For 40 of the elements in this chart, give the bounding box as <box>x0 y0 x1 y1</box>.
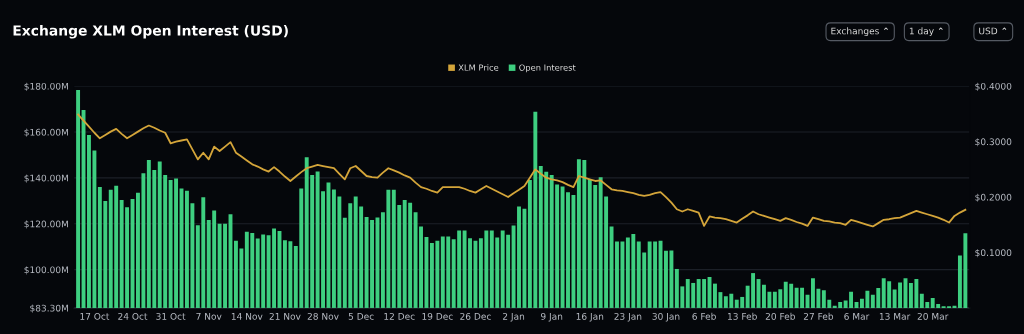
x-tick-label: 24 Oct <box>118 312 148 320</box>
y-tick-label: $180.00M <box>24 82 68 91</box>
y2-tick-label: $0.3000 <box>975 138 1012 147</box>
x-tick-label: 30 Jan <box>652 312 680 322</box>
x-tick-label: 13 Feb <box>728 312 757 320</box>
x-tick-label: 16 Jan <box>576 312 604 322</box>
x-tick-label: 20 Feb <box>765 312 795 320</box>
x-tick-label: 20 Mar <box>917 312 949 320</box>
x-tick-label: 31 Oct <box>156 312 186 320</box>
legend-label: Open Interest <box>519 64 576 73</box>
chart-title: Exchange XLM Open Interest (USD) <box>13 24 288 39</box>
x-tick-label: 9 Jan <box>540 312 563 322</box>
x-tick-label: 6 Mar <box>844 312 870 320</box>
legend-label: XLM Price <box>458 64 499 71</box>
y-tick-label: $160.00M <box>24 128 68 137</box>
x-tick-label: 6 Feb <box>692 312 716 320</box>
y-tick-label: $120.00M <box>24 220 68 229</box>
x-tick-label: 27 Feb <box>803 312 834 320</box>
y2-tick-label: $0.1000 <box>975 249 1012 258</box>
x-tick-label: 17 Oct <box>80 312 110 320</box>
line-series <box>77 113 967 228</box>
x-tick-label: 28 Nov <box>307 312 339 320</box>
y2-tick-label: $0.2000 <box>975 193 1012 202</box>
text: USD ⌃ <box>979 27 1007 35</box>
y2-tick-label: $0.4000 <box>975 82 1012 91</box>
x-tick-label: 5 Dec <box>348 313 374 320</box>
text: 1 day ⌃ <box>909 27 943 37</box>
x-tick-label: 2 Jan <box>502 312 525 322</box>
x-tick-label: 13 Mar <box>879 312 911 320</box>
text: Exchanges ⌃ <box>831 27 888 37</box>
x-tick-label: 21 Nov <box>269 312 301 320</box>
x-tick-label: 14 Nov <box>231 313 263 320</box>
x-tick-label: 7 Nov <box>196 313 222 320</box>
x-tick-label: 26 Dec <box>460 312 491 320</box>
x-tick-label: 23 Jan <box>614 312 642 322</box>
y-tick-label: $140.00M <box>24 174 68 183</box>
y-tick-label: $83.30M <box>30 304 68 313</box>
y-tick-label: $100.00M <box>24 266 68 275</box>
x-tick-label: 12 Dec <box>384 312 415 320</box>
x-tick-label: 19 Dec <box>422 312 453 320</box>
